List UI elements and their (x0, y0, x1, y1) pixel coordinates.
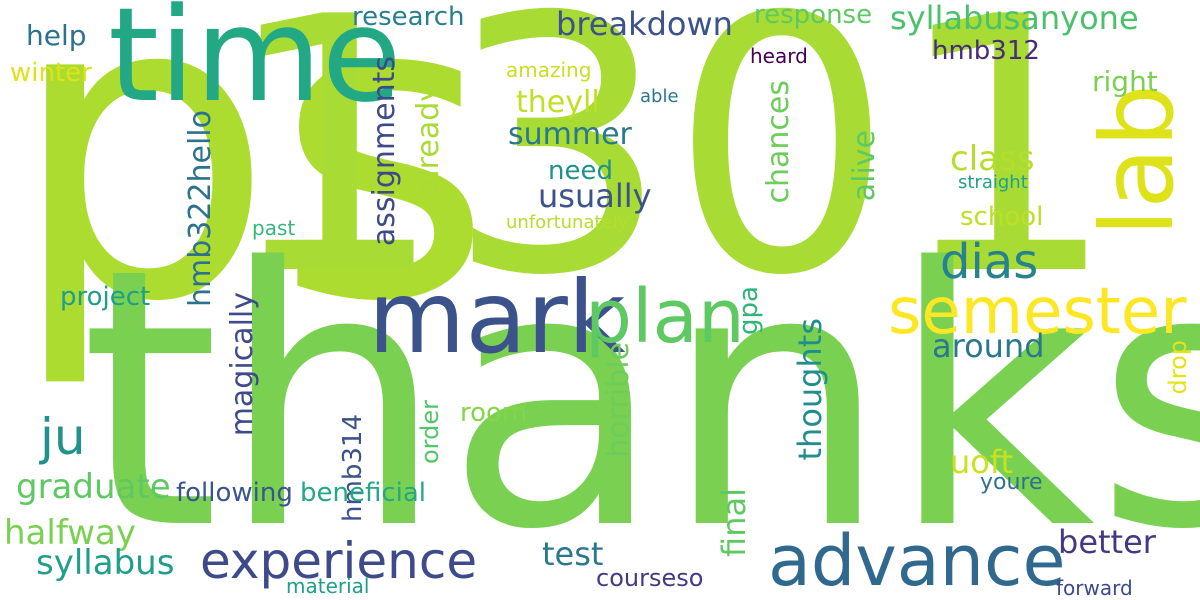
word-time: time (108, 0, 402, 131)
word-project: project (60, 282, 151, 312)
word-right: right (1092, 65, 1158, 98)
word-straight: straight (958, 172, 1028, 193)
word-alive: alive (847, 130, 882, 202)
word-youre: halfway (4, 513, 136, 553)
word-halfway: syllabus (36, 543, 175, 583)
word-able: able (640, 86, 679, 107)
word-hmb314: room (460, 398, 528, 428)
word-dias: dias (940, 234, 1039, 290)
word-material: material (286, 574, 370, 598)
word-courseso: courseso (596, 564, 704, 592)
word-lab: lab (1079, 84, 1196, 237)
word-ju: ju (40, 408, 86, 466)
word-magically: magically (225, 292, 260, 437)
word-unfortunately: unfortunately (506, 212, 629, 233)
word-advance: advance (768, 520, 1066, 600)
word-school: school (960, 202, 1044, 232)
word-winter: winter (10, 58, 92, 88)
word-research: research (352, 2, 465, 32)
word-heard: heard (750, 44, 808, 68)
word-theyll: theyll (516, 85, 600, 120)
word-better: better (1058, 523, 1156, 561)
word-usually: usually (538, 177, 652, 215)
word-thoughts: thoughts (791, 318, 829, 461)
word-following: youre (980, 470, 1043, 495)
word-1301: 1301 (222, 0, 1118, 353)
word-experience: experience (200, 532, 478, 590)
word-thanks: thanks (80, 193, 1200, 600)
word-ps: ps (8, 0, 494, 394)
word-semester: semester (888, 275, 1187, 349)
word-room: beneficial (300, 478, 427, 508)
word-syllabusanyone: syllabusanyone (890, 0, 1139, 37)
word-syllabus: test (542, 535, 604, 573)
word-summer: summer (508, 117, 632, 152)
word-chances: chances (761, 80, 796, 204)
word-help: help (26, 19, 87, 52)
word-past: past (252, 216, 296, 240)
word-beneficial: drop (1164, 340, 1192, 395)
word-forward: forward (1056, 576, 1133, 600)
word-hmb322hello: hmb322hello (183, 110, 218, 308)
word-final: following (176, 478, 293, 508)
word-test: final (715, 488, 753, 557)
word-response: response (754, 0, 873, 30)
word-need: need (548, 156, 613, 186)
word-class: class (950, 139, 1035, 179)
word-amazing: amazing (506, 58, 592, 82)
word-assignments: assignments (367, 56, 402, 247)
word-plan: plan (585, 274, 745, 360)
word-graduate: order (416, 400, 444, 464)
word-around: around (932, 327, 1045, 365)
word-breakdown: breakdown (556, 5, 733, 43)
word-horrible: horrible (601, 342, 636, 458)
word-order: uoft (950, 443, 1014, 481)
word-already: already (411, 84, 446, 197)
word-drop: graduate (16, 467, 171, 507)
word-mark: mark (368, 259, 626, 376)
word-hmb312: hmb312 (932, 36, 1040, 66)
word-gpa: gpa (734, 286, 764, 335)
